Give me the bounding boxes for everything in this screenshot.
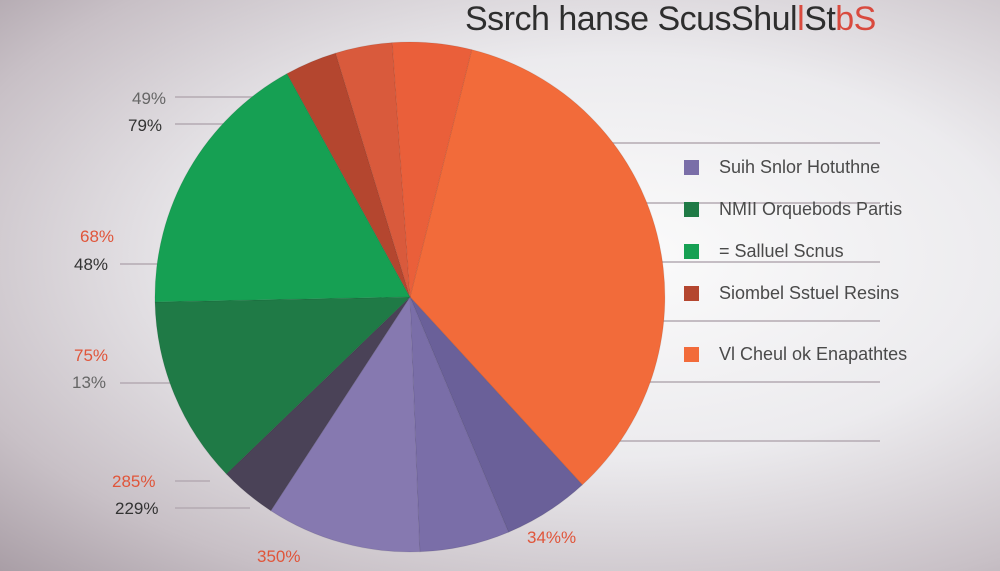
legend-swatch — [684, 243, 699, 259]
legend-item: = Salluel Scnus — [684, 241, 844, 261]
legend-label: = Salluel Scnus — [719, 240, 844, 261]
pie-slice-dark-red — [286, 52, 411, 298]
legend-label: Siombel Sstuel Resins — [719, 282, 900, 303]
pie-slice-light-purple — [270, 295, 421, 553]
chart-title-main: Ssrch hanse ScusShul — [465, 0, 798, 38]
pie-slice-dark-purple — [409, 296, 584, 533]
pie-slice-dark-slate — [225, 296, 411, 512]
chart-title-tail-accent: bS — [835, 0, 876, 38]
pie-slice-orange-2 — [391, 41, 473, 298]
percent-label: 68% — [80, 227, 114, 246]
pie-slice-green — [154, 72, 411, 303]
legend-label: Vl Cheul ok Enapathtes — [719, 343, 908, 364]
pie-slice-mid-purple — [409, 296, 510, 553]
legend-swatch — [684, 201, 699, 217]
legend-item: NMII Orquebods Partis — [684, 199, 902, 219]
pie-slice-red-orange — [334, 42, 411, 298]
percent-label: 48% — [74, 255, 108, 274]
percent-label: 34%% — [527, 528, 576, 547]
chart-title: Ssrch hanse ScusShullStbS — [465, 0, 876, 39]
percent-label: 13% — [72, 373, 106, 392]
percent-labels: 49% 79% 68% 48% 75% 13% 285% 229% 350% 34%% — [72, 89, 576, 566]
percent-label: 49% — [132, 89, 166, 108]
legend-swatch — [684, 346, 699, 362]
legend-label: Suih Snlor Hotuthne — [719, 156, 881, 177]
legend-item: Siombel Sstuel Resins — [684, 283, 899, 303]
percent-label: 285% — [112, 472, 155, 491]
pie-slices — [154, 41, 666, 553]
legend-swatch — [684, 159, 699, 175]
percent-label: 79% — [128, 116, 162, 135]
pie-slice-orange — [409, 48, 666, 486]
legend-label: NMII Orquebods Partis — [719, 198, 903, 219]
legend-swatch — [684, 285, 699, 301]
legend-item: Vl Cheul ok Enapathtes — [684, 344, 907, 364]
chart-title-tail: St — [804, 0, 836, 38]
percent-label: 350% — [257, 547, 300, 566]
percent-label: 75% — [74, 346, 108, 365]
pie-slice-dark-green — [154, 296, 412, 475]
chart-title-accent: l — [797, 0, 805, 38]
legend-item: Suih Snlor Hotuthne — [684, 157, 880, 177]
percent-label: 229% — [115, 499, 158, 518]
